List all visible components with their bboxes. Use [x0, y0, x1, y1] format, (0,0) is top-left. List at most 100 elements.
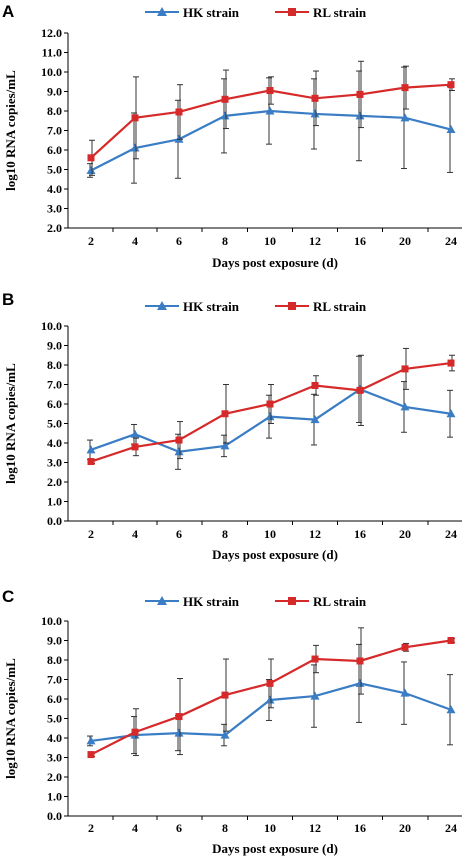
y-tick-label: 8.0 [47, 104, 62, 118]
chart-panel-b: B0.01.02.03.04.05.06.07.08.09.010.02 4 6 8 1… [2, 290, 462, 562]
legend-label: RL strain [313, 5, 367, 20]
series-hk [86, 355, 456, 470]
data-point [446, 409, 456, 418]
x-tick-label: 24 [445, 234, 457, 248]
legend-marker [288, 302, 296, 310]
legend-label: HK strain [183, 594, 240, 609]
y-tick-label: 10.0 [41, 65, 62, 79]
data-point [355, 678, 365, 687]
y-tick-label: 2.0 [47, 770, 62, 784]
data-point [174, 728, 184, 737]
y-tick-label: 5.0 [47, 417, 62, 431]
data-point [265, 106, 275, 115]
x-tick-label: 24 [445, 821, 457, 835]
data-point [355, 111, 365, 120]
data-point [447, 359, 455, 367]
data-point [87, 751, 95, 759]
data-point [266, 87, 274, 95]
y-tick-label: 8.0 [47, 653, 62, 667]
x-tick-label: 2 [88, 234, 94, 248]
x-tick-label: 10 [264, 821, 276, 835]
x-tick-label: 2 [88, 821, 94, 835]
panel-letter: A [2, 2, 14, 21]
y-tick-label: 1.0 [47, 495, 62, 509]
data-point [174, 447, 184, 456]
y-tick-label: 6.0 [47, 397, 62, 411]
y-tick-label: 4.0 [47, 182, 62, 196]
data-point [86, 445, 96, 454]
x-tick-label: 20 [399, 234, 411, 248]
data-point [401, 365, 409, 373]
y-tick-label: 5.0 [47, 163, 62, 177]
y-tick-label: 11.0 [42, 46, 62, 60]
data-point [266, 400, 274, 408]
y-tick-label: 8.0 [47, 358, 62, 372]
data-point [220, 441, 230, 450]
y-tick-label: 3.0 [47, 202, 62, 216]
data-point [356, 90, 364, 98]
y-tick-label: 7.0 [47, 378, 62, 392]
legend-label: HK strain [183, 299, 240, 314]
legend-marker [288, 597, 296, 605]
data-point [400, 402, 410, 411]
data-point [446, 125, 456, 134]
data-point [310, 415, 320, 424]
y-tick-label: 5.0 [47, 712, 62, 726]
legend-marker [288, 8, 296, 16]
data-point [221, 691, 229, 699]
data-point [221, 95, 229, 103]
y-axis-label: log10 RNA copies/mL [3, 363, 18, 484]
x-tick-label: 6 [176, 234, 182, 248]
x-tick-label: 6 [176, 527, 182, 541]
legend-label: RL strain [313, 299, 367, 314]
data-point [87, 154, 95, 162]
y-axis-label: log10 RNA copies/mL [3, 658, 18, 779]
x-tick-label: 20 [399, 527, 411, 541]
y-tick-label: 4.0 [47, 436, 62, 450]
data-point [446, 705, 456, 714]
data-point [310, 109, 320, 118]
data-point [265, 695, 275, 704]
y-axis-label: log10 RNA copies/mL [3, 70, 18, 191]
series-rl [87, 60, 455, 176]
x-axis-label: Days post exposure (d) [212, 841, 338, 856]
series-rl [87, 347, 455, 466]
y-tick-label: 9.0 [47, 85, 62, 99]
x-tick-label: 16 [354, 821, 366, 835]
x-tick-label: 12 [309, 234, 321, 248]
x-tick-label: 4 [132, 527, 138, 541]
panel-letter: B [2, 290, 14, 309]
data-point [401, 84, 409, 92]
x-tick-label: 24 [445, 527, 457, 541]
data-point [131, 443, 139, 451]
x-axis-label: Days post exposure (d) [212, 547, 338, 562]
x-tick-label: 8 [222, 234, 228, 248]
data-point [311, 381, 319, 389]
x-tick-label: 20 [399, 821, 411, 835]
data-point [87, 458, 95, 466]
x-axis-label: Days post exposure (d) [212, 255, 338, 270]
data-point [311, 94, 319, 102]
y-tick-label: 4.0 [47, 731, 62, 745]
data-point [310, 691, 320, 700]
y-tick-label: 10.0 [41, 614, 62, 628]
data-point [86, 165, 96, 174]
x-tick-label: 8 [222, 527, 228, 541]
x-tick-label: 12 [309, 821, 321, 835]
data-point [400, 113, 410, 122]
legend-marker [157, 7, 167, 16]
legend-marker [157, 301, 167, 310]
data-point [311, 655, 319, 663]
series-line [90, 109, 452, 172]
series-rl [87, 627, 455, 759]
data-point [130, 143, 140, 152]
chart-panel-a: A2.03.04.05.06.07.08.09.010.011.012.02 4 6… [2, 2, 462, 270]
data-point [266, 679, 274, 687]
y-tick-label: 10.0 [41, 319, 62, 333]
data-point [221, 410, 229, 418]
data-point [130, 429, 140, 438]
panel-letter: C [2, 587, 14, 606]
y-tick-label: 2.0 [47, 475, 62, 489]
x-tick-label: 10 [264, 234, 276, 248]
